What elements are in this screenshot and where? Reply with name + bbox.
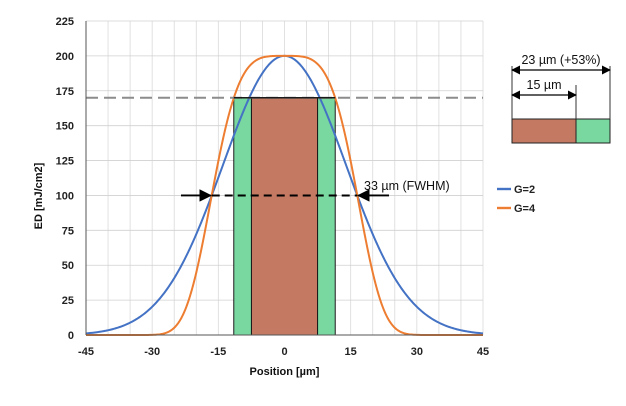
bar-side-right [317,97,336,336]
y-tick-label: 200 [56,51,74,63]
tick-labels: 0 25 50 75 100 125 150 175 200 225 -45 -30 -15 0 15 30 4… [56,16,489,358]
inset-total-label: 23 µm (+53%) [521,53,600,67]
x-tick-label: -15 [210,346,226,358]
y-tick-label: 150 [56,121,74,133]
legend: G=2 G=4 [497,184,536,215]
x-axis-title: Position [µm] [250,366,320,378]
y-tick-label: 75 [62,225,74,237]
y-tick-label: 125 [56,156,74,168]
axes-group [85,21,483,336]
x-tick-label: -30 [144,346,160,358]
y-axis-title: ED [mJ/cm2] [33,162,45,229]
inset-side-bar [575,118,611,144]
legend-entry: G=4 [514,203,536,215]
x-tick-label: -45 [78,346,94,358]
y-tick-label: 175 [56,86,74,98]
fwhm-label: 33 µm (FWHM) [364,179,450,193]
x-tick-label: 30 [411,346,423,358]
x-tick-label: 45 [477,346,489,358]
y-tick-label: 100 [56,190,74,202]
bar-center [250,97,319,336]
y-tick-label: 50 [62,260,74,272]
bar-side-left [233,97,252,336]
width-inset: 23 µm (+53%) 15 µm [511,53,611,144]
legend-entry: G=2 [514,184,535,196]
inset-center-label: 15 µm [527,78,562,92]
inset-center-bar [511,118,577,144]
y-tick-label: 25 [62,295,74,307]
y-tick-label: 0 [68,330,74,342]
x-tick-label: 15 [345,346,357,358]
x-tick-label: 0 [281,346,287,358]
y-tick-label: 225 [56,16,74,28]
marker-group [86,96,483,202]
bar-group [233,97,336,336]
